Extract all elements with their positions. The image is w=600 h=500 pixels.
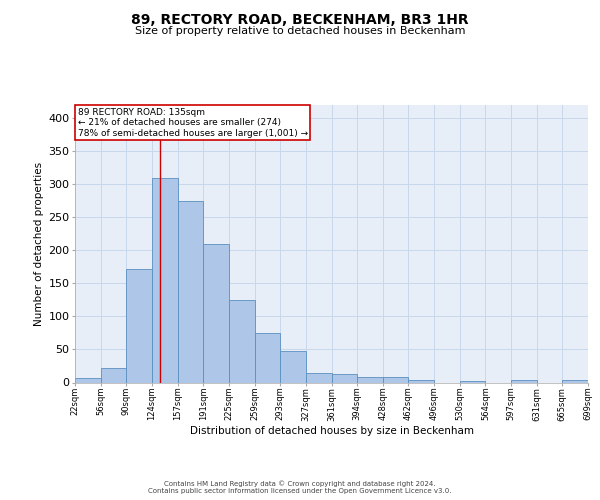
- Bar: [562, 380, 588, 382]
- Bar: [409, 380, 434, 382]
- Text: 89 RECTORY ROAD: 135sqm
← 21% of detached houses are smaller (274)
78% of semi-d: 89 RECTORY ROAD: 135sqm ← 21% of detache…: [77, 108, 308, 138]
- Bar: [75, 378, 101, 382]
- Text: Contains HM Land Registry data © Crown copyright and database right 2024.
Contai: Contains HM Land Registry data © Crown c…: [148, 480, 452, 494]
- Bar: [127, 269, 152, 382]
- Bar: [178, 201, 203, 382]
- Bar: [460, 380, 485, 382]
- Bar: [152, 178, 178, 382]
- Y-axis label: Number of detached properties: Number of detached properties: [34, 162, 44, 326]
- Bar: [229, 300, 254, 382]
- Bar: [357, 377, 383, 382]
- Text: 89, RECTORY ROAD, BECKENHAM, BR3 1HR: 89, RECTORY ROAD, BECKENHAM, BR3 1HR: [131, 12, 469, 26]
- Bar: [101, 368, 127, 382]
- Text: Size of property relative to detached houses in Beckenham: Size of property relative to detached ho…: [135, 26, 465, 36]
- Bar: [511, 380, 537, 382]
- Bar: [254, 333, 280, 382]
- Bar: [331, 374, 357, 382]
- X-axis label: Distribution of detached houses by size in Beckenham: Distribution of detached houses by size …: [190, 426, 473, 436]
- Bar: [203, 244, 229, 382]
- Bar: [383, 377, 409, 382]
- Bar: [280, 351, 306, 382]
- Bar: [306, 372, 331, 382]
